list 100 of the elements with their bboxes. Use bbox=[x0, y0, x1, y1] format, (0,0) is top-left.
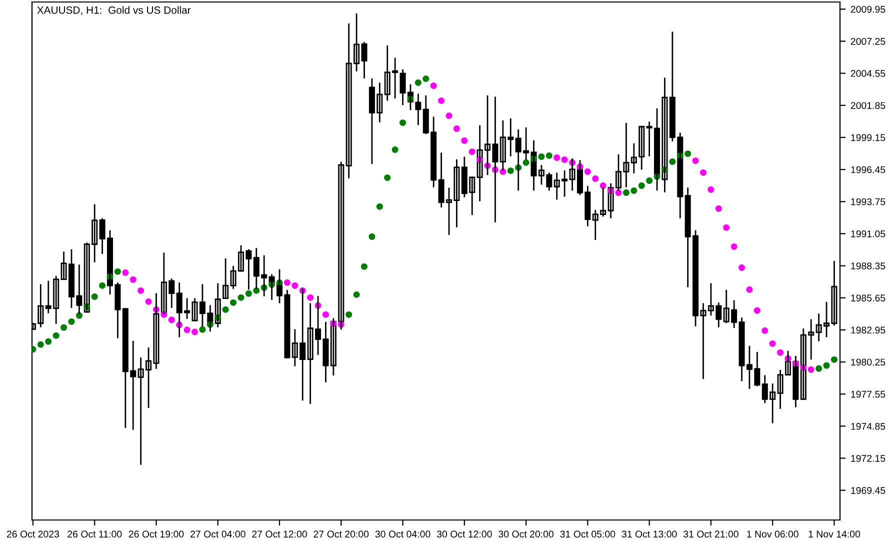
point bbox=[546, 152, 552, 159]
point bbox=[376, 203, 383, 210]
point bbox=[554, 154, 560, 161]
y-tick-label: 1977.55 bbox=[851, 390, 886, 398]
point bbox=[76, 312, 82, 319]
x-tick-label: 26 Oct 11:00 bbox=[68, 530, 122, 538]
point bbox=[353, 291, 360, 298]
point bbox=[692, 157, 699, 164]
point bbox=[368, 233, 376, 240]
y-tick-label: 2007.25 bbox=[850, 38, 886, 45]
point bbox=[830, 356, 838, 363]
point bbox=[37, 341, 44, 348]
point bbox=[522, 159, 530, 166]
point bbox=[245, 290, 252, 297]
point bbox=[715, 205, 722, 212]
point bbox=[646, 177, 653, 184]
point bbox=[322, 311, 329, 318]
y-tick-label: 1980.25 bbox=[851, 358, 886, 366]
point bbox=[360, 263, 368, 270]
point bbox=[230, 299, 237, 306]
point bbox=[45, 338, 52, 345]
x-tick-label: 30 Oct 04:00 bbox=[375, 530, 430, 538]
point bbox=[292, 282, 298, 289]
point bbox=[592, 175, 599, 182]
point bbox=[700, 169, 707, 176]
point bbox=[130, 276, 136, 283]
point bbox=[777, 349, 784, 356]
point bbox=[754, 307, 760, 314]
point bbox=[630, 187, 638, 194]
x-tick-label: 30 Oct 20:00 bbox=[498, 530, 554, 538]
y-tick-label: 2004.55 bbox=[850, 70, 886, 77]
point bbox=[222, 306, 229, 313]
point bbox=[684, 150, 692, 157]
x-tick-label: 27 Oct 20:00 bbox=[314, 530, 369, 538]
point bbox=[561, 156, 568, 163]
x-tick-label: 31 Oct 13:00 bbox=[622, 530, 677, 538]
point bbox=[638, 182, 645, 189]
point bbox=[392, 146, 398, 153]
point bbox=[669, 158, 676, 165]
point bbox=[114, 268, 121, 275]
y-tick-label: 1991.05 bbox=[851, 230, 886, 238]
y-tick-label: 1999.15 bbox=[851, 134, 886, 142]
x-tick-label: 30 Oct 12:00 bbox=[436, 530, 492, 538]
point bbox=[414, 79, 422, 86]
point bbox=[430, 82, 437, 90]
y-tick-label: 1985.65 bbox=[851, 294, 886, 302]
point bbox=[446, 112, 452, 119]
point bbox=[60, 324, 68, 331]
point bbox=[461, 137, 468, 144]
point bbox=[730, 243, 738, 250]
point bbox=[723, 224, 730, 231]
x-tick-label: 26 Oct 2023 bbox=[6, 530, 60, 538]
point bbox=[538, 153, 545, 160]
y-tick-label: 2009.95 bbox=[850, 6, 886, 13]
point bbox=[168, 316, 175, 324]
y-tick-label: 2001.85 bbox=[850, 102, 886, 109]
point bbox=[99, 282, 106, 289]
point bbox=[422, 75, 430, 82]
x-tick-label: 1 Nov 14:00 bbox=[808, 530, 860, 538]
y-tick-label: 1974.85 bbox=[851, 422, 886, 430]
point bbox=[453, 125, 460, 132]
point bbox=[284, 279, 290, 286]
point bbox=[708, 186, 714, 193]
point bbox=[68, 318, 75, 325]
x-tick-label: 1 Nov 06:00 bbox=[747, 530, 798, 538]
point bbox=[138, 287, 144, 294]
y-tick-label: 1993.75 bbox=[851, 198, 886, 206]
y-tick-label: 1982.95 bbox=[851, 326, 886, 334]
point bbox=[738, 264, 746, 271]
y-tick-label: 1969.45 bbox=[851, 487, 886, 494]
point bbox=[91, 293, 98, 300]
point bbox=[199, 326, 206, 333]
chart-title: XAUUSD, H1: Gold vs US Dollar bbox=[37, 6, 191, 16]
point bbox=[184, 326, 190, 334]
point bbox=[122, 269, 129, 276]
point bbox=[145, 298, 152, 305]
point bbox=[762, 327, 768, 334]
point bbox=[307, 294, 314, 301]
point bbox=[238, 294, 244, 301]
point bbox=[384, 174, 391, 181]
point bbox=[584, 168, 591, 175]
x-tick-label: 31 Oct 05:00 bbox=[560, 530, 616, 538]
point bbox=[615, 189, 622, 196]
point bbox=[816, 365, 822, 372]
y-tick-label: 1996.45 bbox=[851, 166, 886, 174]
point bbox=[253, 287, 260, 294]
point bbox=[622, 189, 630, 196]
point bbox=[823, 362, 830, 369]
point bbox=[507, 167, 514, 174]
x-tick-label: 27 Oct 04:00 bbox=[190, 530, 246, 538]
point bbox=[746, 286, 753, 293]
x-tick-label: 31 Oct 21:00 bbox=[683, 530, 738, 538]
x-tick-label: 26 Oct 19:00 bbox=[128, 530, 184, 538]
point bbox=[600, 182, 606, 189]
y-tick-label: 1972.15 bbox=[851, 454, 886, 462]
point bbox=[346, 311, 352, 318]
x-tick-label: 27 Oct 12:00 bbox=[252, 530, 307, 538]
point bbox=[769, 340, 776, 347]
point bbox=[400, 119, 406, 126]
point bbox=[468, 148, 476, 155]
